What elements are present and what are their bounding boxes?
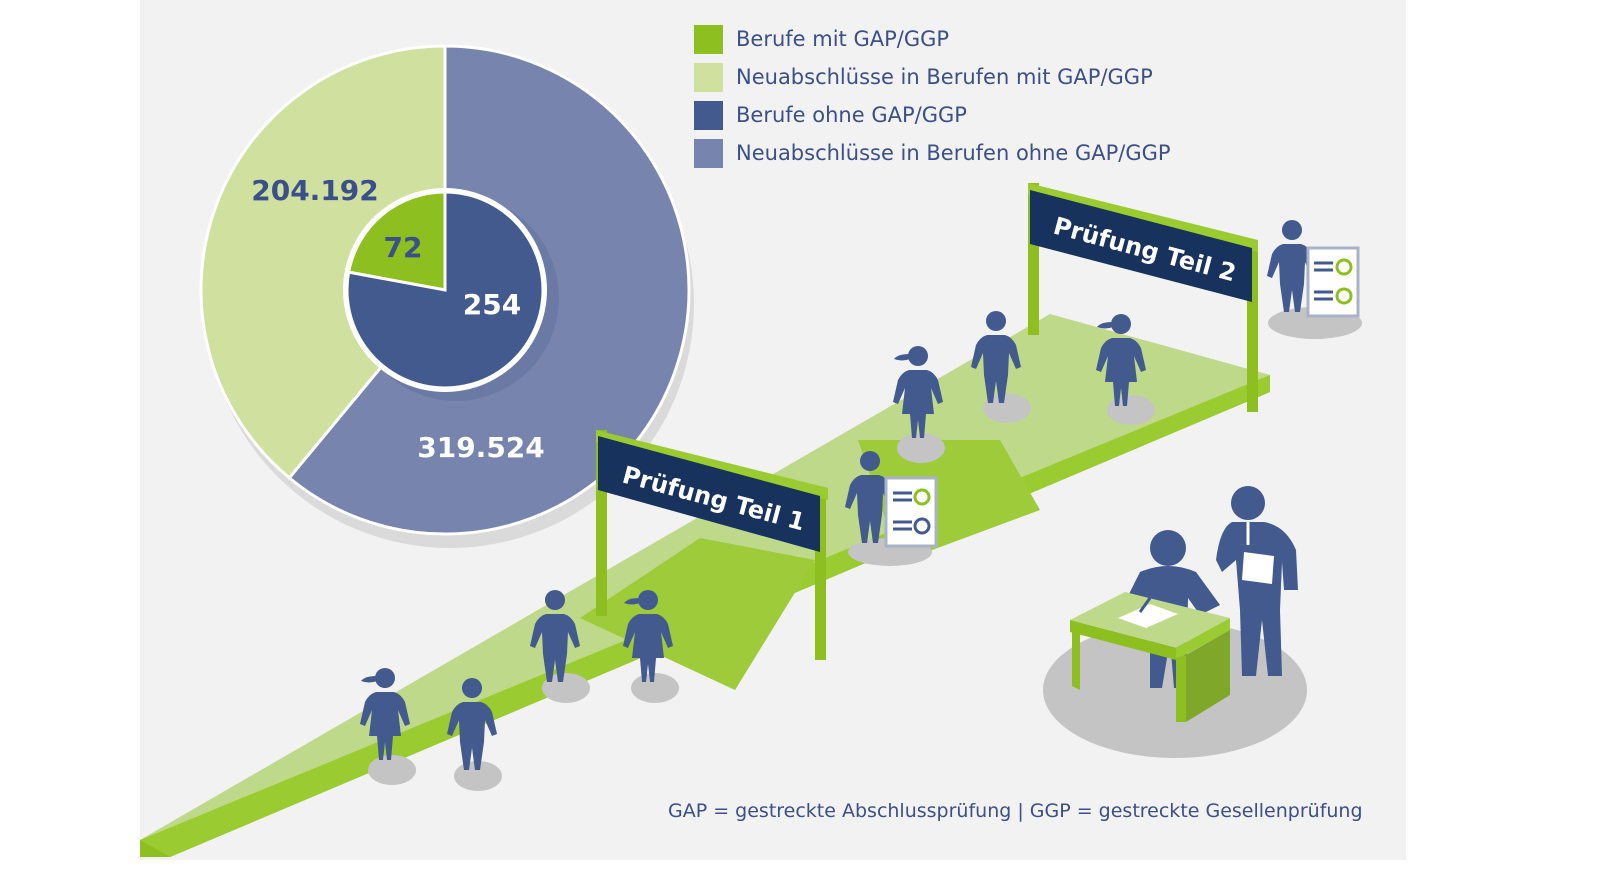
footnote: GAP = gestreckte Abschlussprüfung | GGP …	[668, 800, 1363, 822]
outer-label-mit: 204.192	[251, 174, 379, 207]
outer-label-ohne: 319.524	[417, 431, 545, 464]
inner-label-mit: 72	[384, 231, 423, 264]
inner-ring-slice-0	[346, 190, 447, 292]
legend-swatch-neuabschluesse-ohne	[694, 138, 723, 168]
legend-swatch-berufe-mit	[694, 24, 723, 54]
desk-scene	[1070, 486, 1298, 722]
legend-item-neuabschluesse-ohne: Neuabschlüsse in Berufen ohne GAP/GGP	[694, 134, 1171, 172]
inner-label-ohne: 254	[463, 288, 521, 321]
legend-label: Neuabschlüsse in Berufen mit GAP/GGP	[736, 65, 1153, 89]
outer-ring-slice-0	[199, 44, 447, 481]
legend-item-neuabschluesse-mit: Neuabschlüsse in Berufen mit GAP/GGP	[694, 58, 1171, 96]
legend-label: Berufe mit GAP/GGP	[736, 27, 950, 51]
examiner-teil-2	[1267, 220, 1360, 318]
exam-path	[140, 314, 1270, 857]
people-shadows	[368, 307, 1362, 791]
legend-swatch-berufe-ohne	[694, 100, 723, 130]
legend-item-berufe-mit: Berufe mit GAP/GGP	[694, 20, 1171, 58]
legend-item-berufe-ohne: Berufe ohne GAP/GGP	[694, 96, 1171, 134]
legend-label: Berufe ohne GAP/GGP	[736, 103, 967, 127]
examiner-teil-1	[845, 451, 938, 548]
legend-swatch-neuabschluesse-mit	[694, 62, 723, 92]
donut-chart: 204.192 319.524 72 254	[199, 44, 694, 548]
path-segment-1	[580, 538, 815, 690]
inner-ring-slice-1	[345, 190, 545, 390]
legend-label: Neuabschlüsse in Berufen ohne GAP/GGP	[736, 141, 1171, 165]
legend: Berufe mit GAP/GGP Neuabschlüsse in Beru…	[694, 20, 1171, 172]
